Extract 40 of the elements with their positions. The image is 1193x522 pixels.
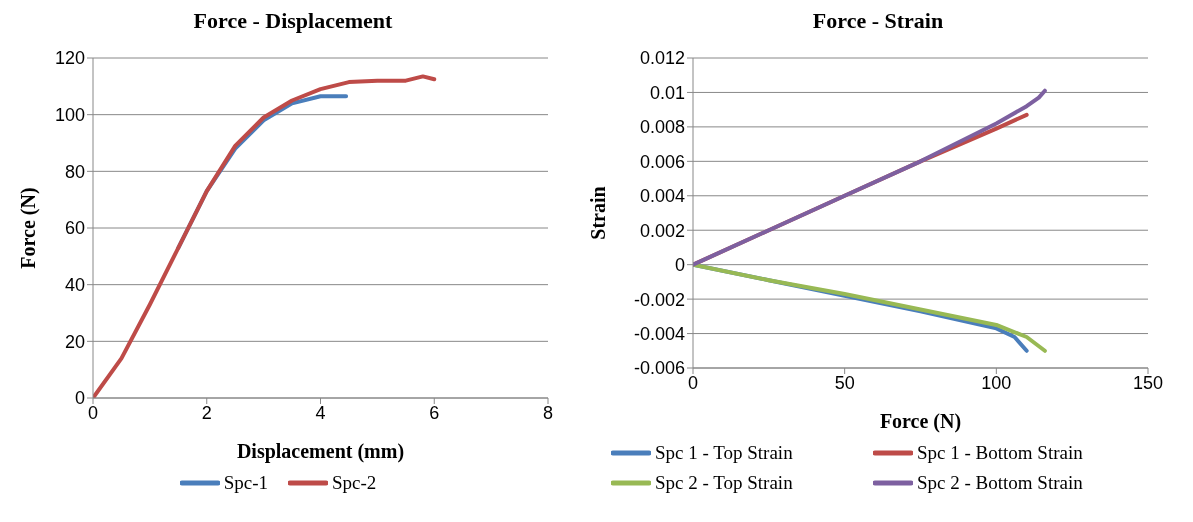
- x-tick-label: 4: [315, 402, 326, 423]
- chart-title: Force - Displacement: [192, 8, 394, 35]
- y-tick-label: -0.006: [633, 358, 685, 379]
- y-tick-label: 0.004: [639, 186, 685, 207]
- x-tick-label: 50: [834, 372, 855, 393]
- legend-label: Spc-2: [332, 471, 377, 495]
- y-tick-label: 0.01: [649, 82, 685, 103]
- legend-label: Spc 2 - Top Strain: [655, 471, 793, 495]
- y-axis-title: Strain: [587, 186, 610, 240]
- x-tick-label: 150: [1132, 372, 1164, 393]
- y-tick-label: 40: [64, 275, 85, 296]
- x-tick-label: 2: [201, 402, 212, 423]
- x-tick-label: 0: [87, 402, 99, 423]
- legend-label: Spc 1 - Bottom Strain: [917, 441, 1083, 465]
- y-tick-label: 80: [64, 161, 85, 182]
- y-tick-label: 100: [54, 105, 85, 126]
- y-axis-title: Force (N): [17, 187, 41, 269]
- y-tick-label: 0.002: [639, 220, 685, 241]
- y-tick-label: 0.006: [639, 151, 685, 172]
- chart-title: Force - Strain: [811, 8, 945, 35]
- legend-label: Spc-1: [223, 471, 268, 495]
- x-axis-title: Displacement (mm): [236, 440, 405, 463]
- y-tick-label: 20: [64, 331, 85, 352]
- x-axis-title: Force (N): [879, 410, 962, 433]
- legend-label: Spc 1 - Top Strain: [655, 441, 793, 465]
- legend-label: Spc 2 - Bottom Strain: [917, 471, 1083, 495]
- y-tick-label: -0.002: [633, 289, 685, 310]
- x-tick-label: 6: [429, 402, 440, 423]
- line-series: [693, 88, 1047, 267]
- y-tick-label: 0.008: [639, 117, 685, 138]
- x-tick-label: 8: [542, 402, 554, 423]
- y-tick-label: 0.012: [639, 48, 685, 69]
- y-tick-label: 0: [674, 255, 685, 276]
- line-series: [93, 74, 437, 398]
- y-tick-label: 0: [74, 388, 85, 409]
- y-tick-label: -0.004: [633, 323, 685, 344]
- y-tick-label: 120: [54, 48, 85, 69]
- x-tick-label: 0: [687, 372, 699, 393]
- y-tick-label: 60: [64, 218, 85, 239]
- x-tick-label: 100: [981, 372, 1012, 393]
